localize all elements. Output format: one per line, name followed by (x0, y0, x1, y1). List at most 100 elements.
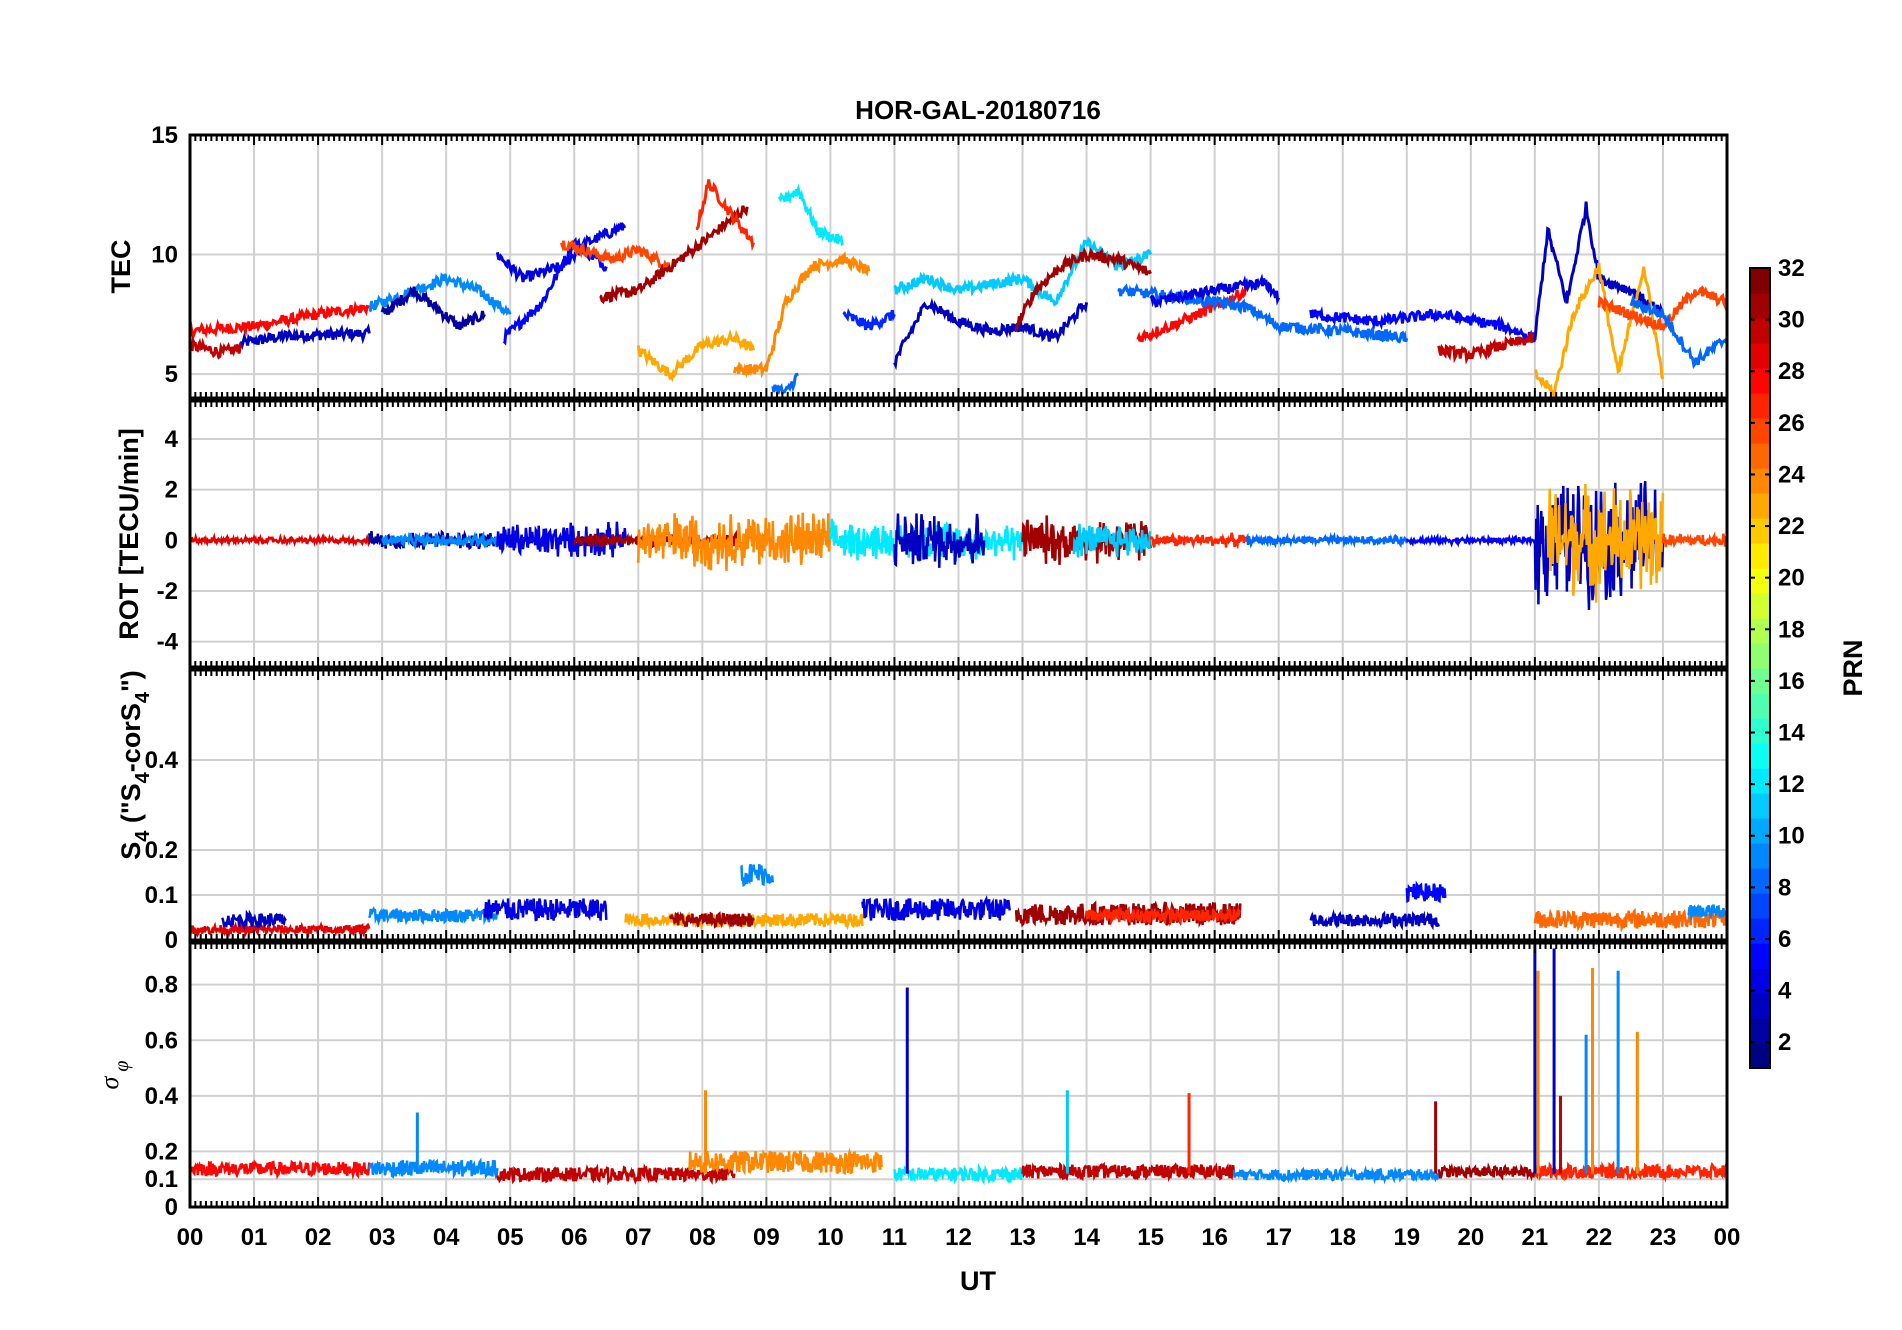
segment-prn-11 (1072, 523, 1152, 558)
colorbar-swatch (1750, 518, 1770, 544)
y-tick-label: 5 (165, 361, 178, 388)
colorbar-swatch (1750, 393, 1770, 419)
y-tick-label: 0 (165, 527, 178, 554)
segment-prn-4 (496, 521, 627, 558)
series-prn-4 (1149, 273, 1281, 309)
colorbar-tick-label: 18 (1778, 616, 1805, 643)
series-prn-30 (190, 335, 243, 360)
x-tick-label: 12 (945, 1224, 972, 1251)
colorbar-tick-label: 10 (1778, 823, 1805, 850)
colorbar-swatch (1750, 468, 1770, 494)
segment-prn-12 (829, 518, 1024, 562)
series-prn-5 (502, 236, 608, 346)
y-axis-label: ROT [TECU/min] (114, 428, 144, 639)
segment-prn-27 (1149, 531, 1248, 550)
x-tick-label: 14 (1073, 1224, 1100, 1251)
segment-prn-24 (688, 1147, 883, 1176)
x-tick-label: 13 (1009, 1224, 1036, 1251)
segment-prn-23 (1546, 483, 1665, 603)
colorbar-tick-label: 28 (1778, 358, 1805, 385)
x-axis-label: UT (960, 1266, 996, 1296)
series-prn-26 (559, 239, 672, 273)
segment-prn-27 (1533, 1160, 1727, 1183)
colorbar-frame (1749, 267, 1771, 1069)
segment-prn-26 (1661, 531, 1727, 549)
segment-prn-29 (190, 920, 371, 939)
panel-tec-data (190, 179, 1727, 397)
x-tick-label: 16 (1201, 1224, 1228, 1251)
x-tick-label: 20 (1457, 1224, 1484, 1251)
colorbar-tick-label: 8 (1778, 874, 1791, 901)
series-prn-24 (732, 251, 871, 379)
x-tick-label: 15 (1137, 1224, 1164, 1251)
panel-rot: -4 -2 0 2 4 ROT [TECU/min] (114, 399, 1729, 669)
segment-prn-9 (1687, 903, 1727, 922)
y-tick-label: 15 (151, 122, 178, 149)
segment-prn-8 (1245, 531, 1409, 549)
y-tick-label: 0.4 (145, 1083, 179, 1110)
x-tick-label: 07 (625, 1224, 652, 1251)
x-tick-label: 22 (1586, 1224, 1613, 1251)
segment-prn-3 (1309, 909, 1440, 931)
series-prn-8 (771, 372, 799, 395)
x-tick-label: 00 (177, 1224, 204, 1251)
segment-prn-4 (861, 895, 1011, 921)
series-prn-8 (1629, 293, 1727, 370)
series-prn-3 (239, 323, 371, 351)
colorbar-swatch (1750, 793, 1770, 819)
series-prn-6 (842, 307, 896, 331)
segment-prn-9 (368, 906, 499, 926)
y-tick-label: 2 (165, 477, 178, 504)
colorbar-tick-label: 32 (1778, 255, 1805, 282)
panel-sigma_phi: 00.10.2 0.4 0.6 0.8 σ φ (95, 941, 1729, 1221)
panel-rot-data (190, 480, 1727, 610)
x-tick-label: 08 (689, 1224, 716, 1251)
colorbar-swatch (1750, 993, 1770, 1019)
y-tick-label: -2 (157, 578, 178, 605)
colorbar-swatch (1750, 768, 1770, 794)
colorbar-swatch (1750, 418, 1770, 444)
y-tick-label: 0.1 (145, 1166, 178, 1193)
series-prn-23 (1534, 262, 1665, 397)
y-tick-label: 4 (165, 426, 179, 453)
colorbar-tick-label: 22 (1778, 513, 1805, 540)
y-tick-label: 0.4 (145, 747, 179, 774)
y-tick-label: 0 (165, 1194, 178, 1221)
x-tick-label: 21 (1522, 1224, 1549, 1251)
y-tick-label: 0.2 (145, 1138, 178, 1165)
series-prn-30 (1437, 329, 1537, 365)
colorbar-swatch (1750, 1043, 1770, 1069)
series-prn-27 (695, 179, 756, 252)
colorbar-swatch (1750, 593, 1770, 619)
x-tick-label: 23 (1650, 1224, 1677, 1251)
x-tick-label: 04 (433, 1224, 460, 1251)
colorbar-tick-label: 20 (1778, 565, 1805, 592)
series-prn-26 (1597, 285, 1727, 333)
colorbar-tick-label: 26 (1778, 410, 1805, 437)
colorbar-tick-label: 24 (1778, 461, 1805, 488)
segment-prn-9 (740, 863, 775, 888)
colorbar-swatch (1750, 443, 1770, 469)
panel-tec: 5 10 15 TEC (106, 122, 1729, 400)
series-prn-2 (380, 286, 486, 331)
colorbar-swatch (1750, 293, 1770, 319)
colorbar-swatch (1750, 318, 1770, 344)
colorbar-swatch (1750, 693, 1770, 719)
segment-prn-30 (1021, 1161, 1236, 1183)
segment-prn-5 (1405, 880, 1447, 904)
segment-prn-9 (368, 1157, 499, 1180)
colorbar-tick-label: 6 (1778, 926, 1791, 953)
colorbar-swatch (1750, 718, 1770, 744)
x-tick-label: 11 (882, 1224, 907, 1251)
y-tick-label: -4 (157, 629, 179, 656)
series-prn-3 (893, 297, 1089, 371)
y-tick-label: 0.8 (145, 972, 178, 999)
segment-prn-25 (1533, 907, 1727, 933)
colorbar-swatch (1750, 343, 1770, 369)
colorbar-tick-label: 4 (1778, 978, 1792, 1005)
x-tick-label: 01 (241, 1224, 268, 1251)
x-tick-label: 00 (1714, 1224, 1741, 1251)
panel-sigma_phi-data (190, 943, 1727, 1186)
